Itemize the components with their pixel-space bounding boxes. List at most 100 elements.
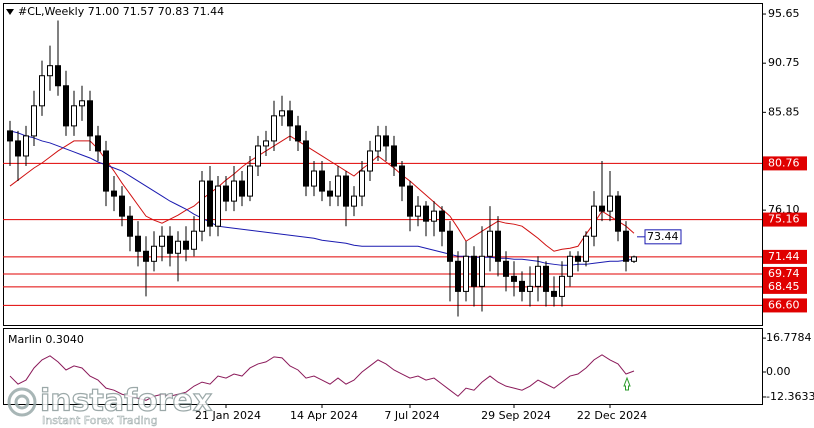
moving-average — [9, 135, 635, 252]
candle-body — [607, 195, 613, 212]
level-label: 71.44 — [768, 250, 800, 263]
candle-body — [231, 180, 237, 202]
x-tick-label: 21 Jan 2024 — [195, 409, 261, 422]
level-label-box — [763, 249, 807, 264]
level-label-box — [763, 156, 807, 171]
candle-body — [391, 145, 397, 167]
candle-body — [519, 280, 525, 292]
candle-body — [327, 190, 333, 197]
candle-body — [631, 256, 637, 262]
candle-body — [479, 255, 485, 287]
candle-body — [23, 135, 29, 157]
candle-body — [503, 260, 509, 277]
chart-title: #CL,Weekly 71.00 71.57 70.83 71.44 — [18, 5, 224, 18]
candle-body — [623, 230, 629, 262]
candle-body — [31, 105, 37, 137]
candle-body — [135, 235, 141, 252]
candle-body — [111, 190, 117, 197]
watermark-logo: instaforex — [40, 384, 212, 419]
level-label: 69.74 — [768, 267, 800, 280]
candle-body — [191, 230, 197, 250]
x-tick-label: 22 Dec 2024 — [577, 409, 647, 422]
watermark-tagline: Instant Forex Trading — [42, 414, 158, 427]
candle-body — [455, 260, 461, 292]
oscillator-line — [9, 354, 635, 401]
y-tick-label: 90.75 — [768, 56, 800, 69]
candle-body — [527, 285, 533, 292]
candle-body — [311, 170, 317, 187]
y-tick-label: 16.7784 — [766, 331, 812, 344]
candle-body — [207, 180, 213, 227]
candle-body — [343, 175, 349, 207]
y-tick-label: 0.00 — [766, 365, 791, 378]
level-label-box — [763, 298, 807, 313]
candle-body — [447, 230, 453, 262]
y-tick-label: 95.65 — [768, 7, 800, 20]
logo-ring — [7, 387, 37, 417]
candle-body — [151, 245, 157, 262]
candle-body — [535, 265, 541, 287]
candle-body — [575, 255, 581, 262]
x-tick-label: 29 Sep 2024 — [481, 409, 551, 422]
candle-body — [103, 150, 109, 192]
level-label: 68.45 — [768, 280, 800, 293]
candle-body — [359, 170, 365, 197]
level-label: 66.60 — [768, 298, 800, 311]
annotation-box — [644, 229, 682, 245]
candle-body — [383, 135, 389, 147]
candle-body — [495, 230, 501, 262]
candle-body — [223, 185, 229, 202]
candle-body — [263, 140, 269, 147]
level-label-box — [763, 212, 807, 227]
watermark: instaforex Instant Forex Trading — [7, 383, 213, 427]
candle-body — [375, 135, 381, 152]
candle-body — [591, 205, 597, 237]
candle-body — [439, 210, 445, 232]
candle-body — [47, 65, 53, 77]
candle-body — [303, 140, 309, 187]
candle-body — [199, 180, 205, 232]
candle-body — [367, 150, 373, 172]
candle-body — [463, 255, 469, 292]
candle-body — [119, 195, 125, 217]
logo-ring — [14, 394, 30, 410]
candle-body — [335, 175, 341, 197]
candle-body — [95, 135, 101, 152]
moving-average — [9, 130, 635, 266]
y-tick-label: -12.3633 — [766, 390, 814, 403]
level-label-box — [763, 266, 807, 281]
candle-body — [255, 145, 261, 167]
candle-body — [279, 110, 285, 117]
candle-body — [599, 205, 605, 212]
candle-body — [143, 250, 149, 262]
candle-body — [39, 75, 45, 107]
level-label-box — [763, 279, 807, 294]
candle-body — [55, 65, 61, 87]
candle-body — [127, 215, 133, 237]
candle-body — [431, 210, 437, 222]
signal-arrow — [623, 376, 631, 391]
candle-body — [351, 195, 357, 207]
candle-body — [415, 205, 421, 217]
candle-body — [247, 165, 253, 197]
candle-body — [167, 235, 173, 254]
x-tick-label: 7 Jul 2024 — [384, 409, 439, 422]
annotation-label: 73.44 — [647, 230, 679, 243]
candle-body — [399, 165, 405, 187]
candle-body — [551, 290, 557, 297]
candle-body — [559, 275, 565, 297]
level-label: 75.16 — [768, 213, 800, 226]
candle-body — [511, 275, 517, 282]
candle-body — [543, 265, 549, 292]
candle-body — [71, 105, 77, 127]
candle-body — [87, 100, 93, 137]
candle-body — [159, 235, 165, 247]
candle-body — [7, 130, 13, 142]
candle-body — [271, 115, 277, 142]
indicator-title: Marlin 0.3040 — [8, 333, 84, 346]
candle-body — [295, 125, 301, 142]
candle-body — [615, 195, 621, 232]
candle-body — [175, 240, 181, 254]
candle-body — [487, 230, 493, 257]
